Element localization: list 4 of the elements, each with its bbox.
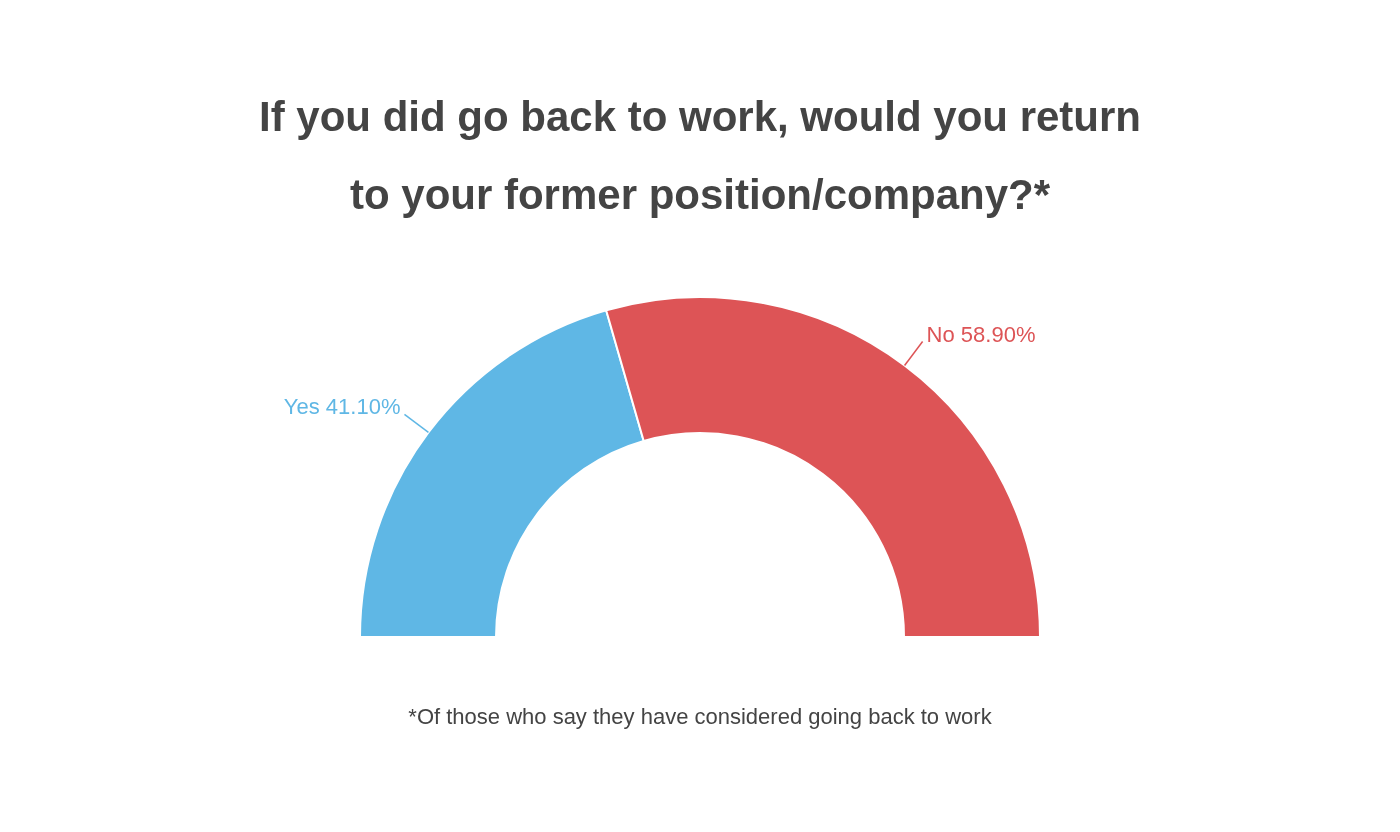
text: *Of those who say they have considered going back to work (407, 704, 993, 730)
slice-label: No 58.90% (926, 321, 1036, 347)
slice-label: Yes 41.10% (283, 394, 401, 420)
chart-title: If you did go back to work, would you return to your former position/company?* (258, 92, 1142, 220)
